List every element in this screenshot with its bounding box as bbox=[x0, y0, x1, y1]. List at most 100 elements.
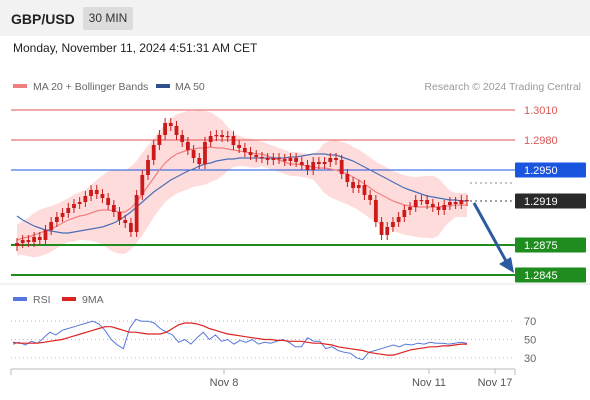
candle bbox=[77, 197, 82, 209]
ma20-legend-swatch bbox=[13, 84, 27, 88]
candle-body bbox=[294, 158, 299, 162]
candle-body bbox=[49, 222, 54, 230]
candle-body bbox=[231, 136, 236, 145]
interval-button[interactable]: 30 MIN bbox=[83, 7, 133, 30]
forecast-arrow-head bbox=[499, 257, 514, 273]
forecast-arrow bbox=[472, 202, 514, 273]
candle-body bbox=[208, 136, 213, 142]
candle bbox=[373, 195, 378, 227]
candle-body bbox=[129, 223, 133, 232]
pivot-label-box bbox=[515, 162, 586, 178]
candle bbox=[100, 189, 105, 203]
candle-body bbox=[448, 202, 452, 205]
candle-body bbox=[436, 207, 441, 210]
candle bbox=[60, 208, 65, 222]
resistance-label: 1.3010 bbox=[524, 105, 558, 117]
x-tick-label: Nov 17 bbox=[478, 377, 513, 389]
support-label-box bbox=[515, 237, 586, 253]
candle bbox=[413, 195, 418, 212]
candle bbox=[106, 193, 111, 210]
candle-body bbox=[163, 123, 168, 135]
candle bbox=[117, 207, 122, 225]
candle-body bbox=[146, 160, 150, 175]
candle-body bbox=[77, 202, 82, 204]
candle bbox=[402, 205, 407, 222]
candle bbox=[49, 217, 54, 235]
candle-body bbox=[277, 158, 281, 160]
candle bbox=[191, 145, 196, 163]
candle bbox=[362, 180, 367, 200]
candle-body bbox=[134, 195, 139, 232]
candle-body bbox=[271, 158, 276, 160]
candle-body bbox=[220, 135, 224, 137]
candle bbox=[311, 157, 316, 175]
candle bbox=[379, 217, 384, 240]
last-label: 1.2919 bbox=[524, 196, 558, 208]
rsi-tick-label: 30 bbox=[524, 353, 536, 365]
candle bbox=[459, 195, 464, 209]
candle-body bbox=[100, 194, 105, 198]
candle bbox=[351, 177, 355, 193]
datetime-label: Monday, November 11, 2024 4:51:31 AM CET bbox=[13, 41, 258, 55]
candle-body bbox=[225, 136, 230, 138]
rsi-legend: RSI 9MA bbox=[13, 294, 104, 306]
candle-body bbox=[117, 212, 122, 220]
candle-body bbox=[248, 152, 253, 155]
candle bbox=[419, 195, 424, 205]
candle bbox=[260, 152, 264, 163]
candle-body bbox=[94, 190, 99, 194]
candle bbox=[334, 153, 338, 165]
candle-body bbox=[254, 155, 259, 157]
ma50-legend-label: MA 50 bbox=[175, 81, 205, 93]
ma9-legend-label: 9MA bbox=[82, 294, 104, 306]
candle-body bbox=[151, 145, 156, 160]
candle-body bbox=[345, 174, 350, 182]
candle bbox=[282, 154, 287, 166]
candle-body bbox=[174, 126, 179, 135]
ma20-legend-label: MA 20 + Bollinger Bands bbox=[33, 81, 148, 93]
candle bbox=[294, 153, 299, 167]
last-label-box bbox=[515, 193, 586, 209]
candle-body bbox=[66, 208, 71, 213]
rsi-ma9-line bbox=[12, 322, 467, 356]
candle bbox=[442, 200, 447, 215]
candle bbox=[174, 121, 179, 140]
candle-body bbox=[339, 160, 344, 174]
candle bbox=[185, 137, 190, 155]
candle bbox=[436, 202, 441, 215]
candle bbox=[385, 222, 390, 240]
ma50-legend-swatch bbox=[156, 84, 170, 88]
candle bbox=[225, 131, 230, 142]
candle-body bbox=[356, 185, 361, 188]
candle bbox=[408, 202, 412, 215]
candle-body bbox=[203, 142, 207, 164]
candle-body bbox=[373, 200, 378, 222]
candle-body bbox=[20, 240, 25, 243]
candle-body bbox=[32, 237, 36, 242]
candle bbox=[453, 197, 458, 209]
candle-body bbox=[260, 157, 264, 159]
x-tick-label: Nov 11 bbox=[412, 377, 446, 389]
candle bbox=[465, 195, 469, 206]
candle bbox=[72, 199, 76, 213]
candle-body bbox=[37, 237, 42, 240]
candle-body bbox=[83, 196, 88, 202]
candle-body bbox=[123, 220, 128, 223]
candle bbox=[328, 153, 333, 167]
candle bbox=[316, 157, 321, 169]
candle-body bbox=[60, 213, 65, 217]
candle bbox=[391, 217, 395, 232]
candle-body bbox=[288, 158, 293, 161]
candle bbox=[157, 130, 162, 150]
candle-body bbox=[305, 165, 310, 170]
candle-body bbox=[72, 204, 76, 208]
candle bbox=[129, 218, 133, 237]
resistance-label: 1.2980 bbox=[524, 135, 558, 147]
candle-body bbox=[465, 200, 469, 202]
ma9-legend-swatch bbox=[62, 297, 76, 301]
candle-body bbox=[111, 205, 116, 212]
candle bbox=[220, 130, 224, 142]
candle-body bbox=[214, 135, 219, 137]
candle-body bbox=[396, 217, 401, 222]
candle-body bbox=[299, 162, 304, 165]
